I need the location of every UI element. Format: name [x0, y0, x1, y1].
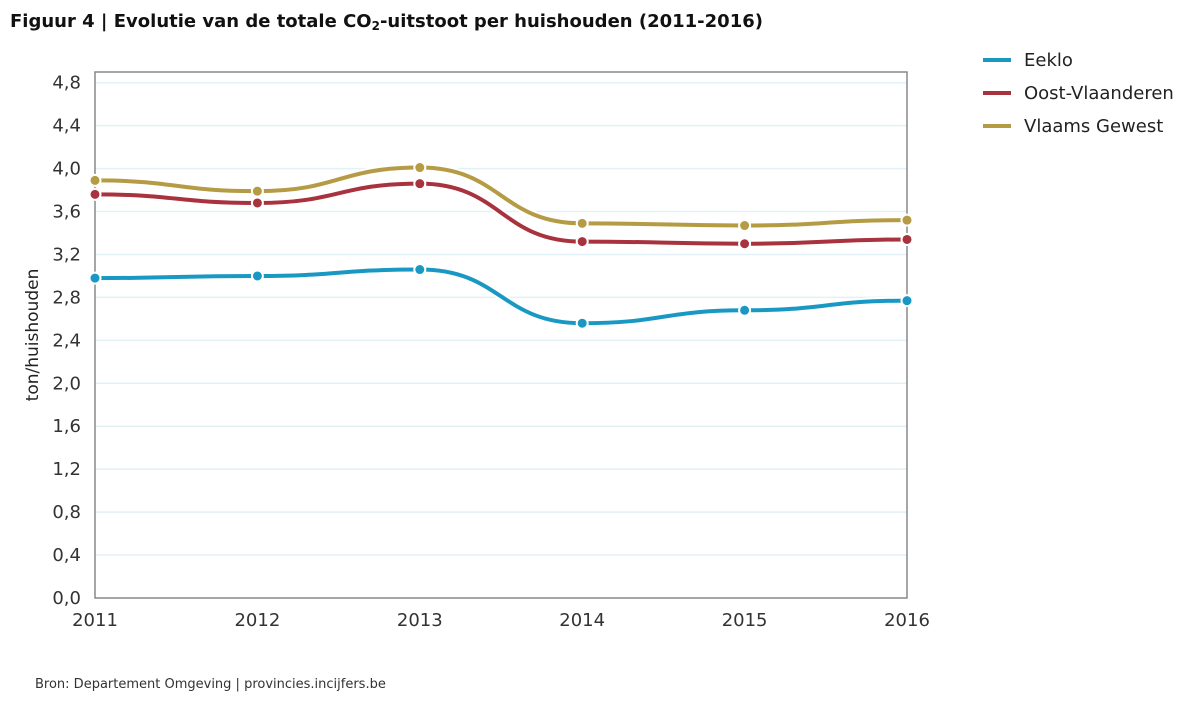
y-tick-label: 4,4 — [52, 116, 81, 137]
data-point-oost-vlaanderen[interactable] — [575, 235, 589, 249]
y-tick-label: 2,0 — [52, 373, 81, 394]
y-tick-label: 3,6 — [52, 202, 81, 223]
chart-title-prefix: Figuur 4 | Evolutie van de totale CO — [10, 11, 372, 32]
x-tick-label: 2014 — [559, 610, 605, 631]
series-lines — [88, 161, 914, 330]
x-tick-label: 2012 — [234, 610, 280, 631]
y-tick-label: 2,4 — [52, 330, 81, 351]
legend-label-vlaams-gewest[interactable]: Vlaams Gewest — [1024, 116, 1163, 137]
data-point-vlaams-gewest[interactable] — [88, 173, 102, 187]
y-tick-label: 4,8 — [52, 73, 81, 94]
data-point-oost-vlaanderen[interactable] — [88, 187, 102, 201]
plot-frame — [94, 71, 908, 599]
y-tick-label: 1,6 — [52, 416, 81, 437]
data-point-oost-vlaanderen[interactable] — [413, 177, 427, 191]
data-point-eeklo[interactable] — [900, 294, 914, 308]
y-tick-label: 4,0 — [52, 159, 81, 180]
x-tick-label: 2011 — [72, 610, 118, 631]
data-point-eeklo[interactable] — [88, 271, 102, 285]
y-tick-label: 0,4 — [52, 545, 81, 566]
data-point-eeklo[interactable] — [413, 263, 427, 277]
data-point-vlaams-gewest[interactable] — [413, 161, 427, 175]
chart-title-subscript: 2 — [371, 19, 380, 33]
x-tick-label: 2015 — [722, 610, 768, 631]
series-line-vlaams-gewest — [93, 165, 909, 228]
data-point-oost-vlaanderen[interactable] — [250, 196, 264, 210]
data-point-oost-vlaanderen[interactable] — [738, 237, 752, 251]
y-tick-label: 3,2 — [52, 244, 81, 265]
source-note: Bron: Departement Omgeving | provincies.… — [35, 677, 386, 692]
legend: Eeklo Oost-Vlaanderen Vlaams Gewest — [983, 50, 1174, 137]
y-tick-label: 2,8 — [52, 287, 81, 308]
chart-title: Figuur 4 | Evolutie van de totale CO2-ui… — [10, 11, 763, 33]
y-tick-label: 1,2 — [52, 459, 81, 480]
gridlines — [95, 81, 907, 556]
x-tick-label: 2013 — [397, 610, 443, 631]
data-point-eeklo[interactable] — [738, 303, 752, 317]
data-point-oost-vlaanderen[interactable] — [900, 232, 914, 246]
y-axis-ticks: 0,0 0,4 0,8 1,2 1,6 2,0 2,4 2,8 3,2 3,6 4,0 4,4 4,8 — [52, 73, 81, 609]
legend-label-eeklo[interactable]: Eeklo — [1024, 50, 1073, 71]
data-point-eeklo[interactable] — [250, 269, 264, 283]
data-point-vlaams-gewest[interactable] — [250, 184, 264, 198]
series-line-oost-vlaanderen — [93, 181, 909, 246]
chart-title-suffix: -uitstoot per huishouden (2011-2016) — [379, 11, 763, 32]
data-point-vlaams-gewest[interactable] — [575, 216, 589, 230]
data-point-vlaams-gewest[interactable] — [900, 213, 914, 227]
series-line-eeklo — [93, 267, 909, 326]
data-point-eeklo[interactable] — [575, 316, 589, 330]
legend-label-oost-vlaanderen[interactable]: Oost-Vlaanderen — [1024, 83, 1174, 104]
y-tick-label: 0,8 — [52, 502, 81, 523]
x-axis-ticks: 2011 2012 2013 2014 2015 2016 — [72, 610, 930, 631]
data-point-vlaams-gewest[interactable] — [738, 219, 752, 233]
y-tick-label: 0,0 — [52, 588, 81, 609]
y-axis-label: ton/huishouden — [23, 269, 43, 402]
x-tick-label: 2016 — [884, 610, 930, 631]
